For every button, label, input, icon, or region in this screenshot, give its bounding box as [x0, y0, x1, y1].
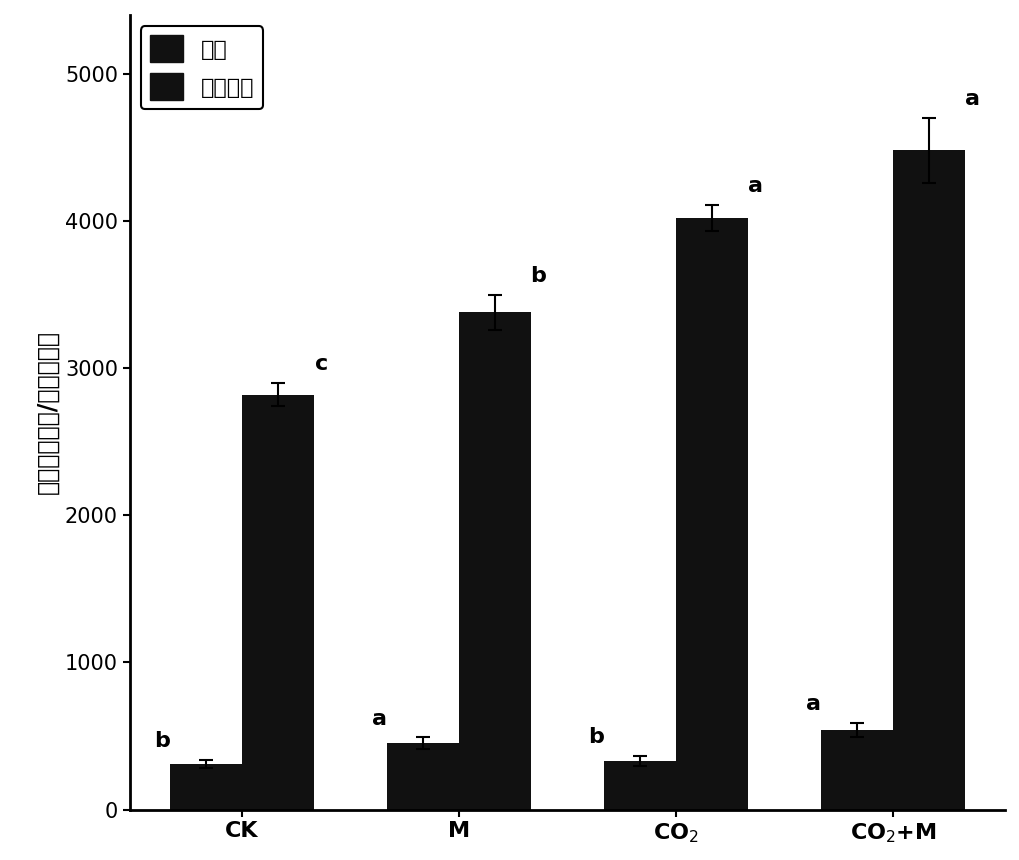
Text: a: a	[747, 176, 762, 196]
Bar	[459, 312, 531, 809]
Text: b: b	[154, 731, 170, 751]
Bar	[242, 395, 314, 809]
Bar	[603, 761, 676, 809]
Text: c: c	[315, 354, 328, 374]
Bar	[892, 150, 964, 809]
Bar	[819, 730, 892, 809]
Text: a: a	[372, 709, 386, 728]
Y-axis label: 镀浓度（毫克/千克干重）: 镀浓度（毫克/千克干重）	[36, 330, 59, 494]
Text: b: b	[530, 266, 546, 286]
Bar	[169, 764, 242, 809]
Legend: 根系, 地上部分: 根系, 地上部分	[141, 26, 263, 109]
Text: a: a	[805, 694, 820, 714]
Bar	[676, 218, 748, 809]
Text: a: a	[964, 89, 979, 109]
Bar	[386, 743, 459, 809]
Text: b: b	[588, 727, 603, 747]
